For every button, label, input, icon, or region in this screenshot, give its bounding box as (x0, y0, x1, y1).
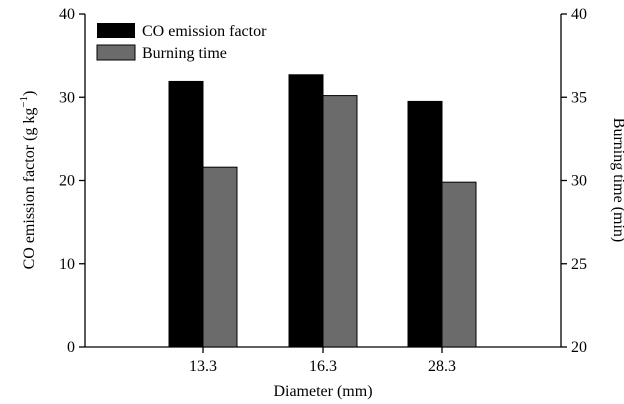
y-right-tick-label: 30 (571, 173, 587, 190)
right-axis-ticks: 20 25 30 35 40 (561, 6, 587, 356)
y-right-tick-label: 20 (571, 339, 587, 356)
legend-swatch-burning (96, 44, 136, 61)
y-left-tick-label: 0 (67, 339, 75, 356)
bar-co-emission-factor (288, 74, 324, 348)
x-axis-title: Diameter (mm) (273, 383, 372, 400)
y-right-tick-label: 25 (571, 256, 587, 273)
bar-burning-time (322, 95, 358, 348)
y-left-tick-label: 30 (59, 89, 75, 106)
left-axis-ticks: 0 10 20 30 40 (59, 6, 85, 356)
bar-burning-time (202, 166, 238, 348)
y-axis-left-title-main: CO emission factor (g kg (21, 108, 38, 270)
legend-label-burning: Burning time (142, 45, 227, 62)
bar-co-emission-factor (168, 80, 204, 348)
x-axis-ticks: 13.3 16.3 28.3 (189, 347, 456, 375)
y-axis-right-title: Burning time (min) (610, 118, 624, 242)
y-right-tick-label: 40 (571, 6, 587, 23)
y-left-tick-label: 10 (59, 256, 75, 273)
y-axis-left-title-sup: −1 (18, 96, 30, 108)
y-axis-left-title-close: ) (21, 91, 38, 96)
y-right-tick-label: 35 (571, 89, 587, 106)
y-left-tick-label: 20 (59, 173, 75, 190)
x-tick-label: 13.3 (189, 358, 217, 375)
x-tick-label: 28.3 (428, 358, 456, 375)
bar-burning-time (441, 181, 477, 348)
bars-group (168, 74, 477, 348)
x-tick-label: 16.3 (309, 358, 337, 375)
y-axis-left-title: CO emission factor (g kg−1) (18, 91, 38, 270)
y-left-tick-label: 40 (59, 6, 75, 23)
legend-swatch-co (97, 23, 135, 38)
legend: CO emission factor Burning time (96, 23, 267, 62)
bar-co-emission-factor (407, 100, 443, 348)
legend-label-co: CO emission factor (142, 23, 267, 40)
